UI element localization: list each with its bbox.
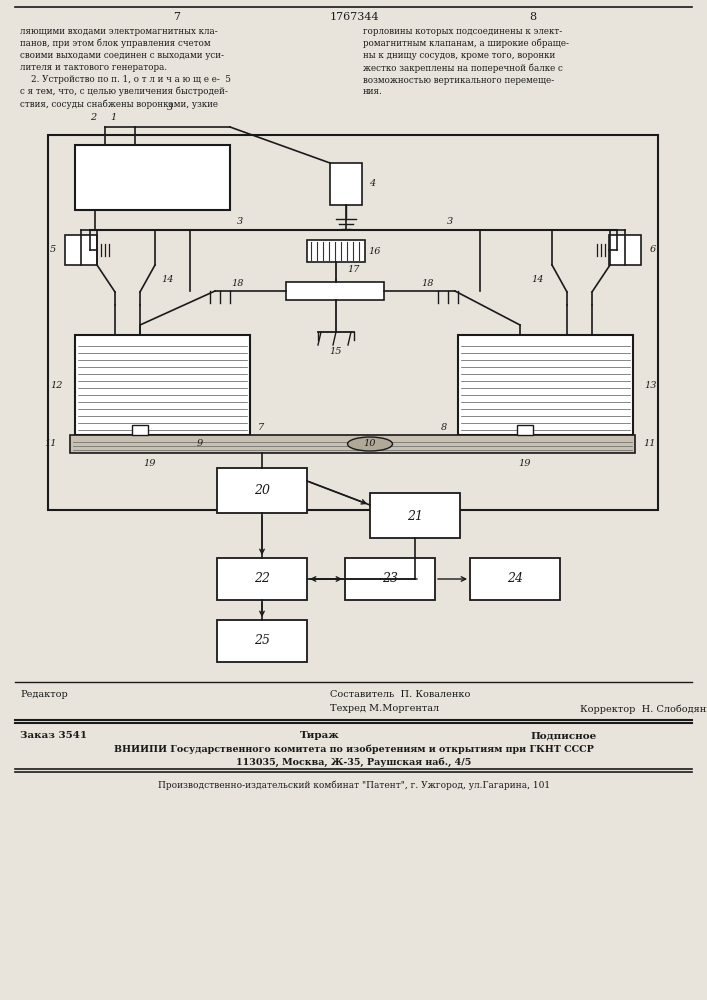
Text: 1: 1 (110, 112, 116, 121)
Text: 19: 19 (144, 458, 156, 468)
Bar (70, 435, 635, 453)
Text: Техред М.Моргентал: Техред М.Моргентал (330, 704, 439, 713)
Text: 113035, Москва, Ж-35, Раушская наб., 4/5: 113035, Москва, Ж-35, Раушская наб., 4/5 (236, 757, 472, 767)
Text: Производственно-издательский комбинат "Патент", г. Ужгород, ул.Гагарина, 101: Производственно-издательский комбинат "П… (158, 780, 550, 790)
Text: 22: 22 (254, 572, 270, 585)
Bar (370, 493, 460, 538)
Bar (458, 335, 633, 435)
Text: 12: 12 (51, 380, 63, 389)
Text: 5: 5 (50, 245, 56, 254)
Bar (286, 282, 384, 300)
Text: 14: 14 (532, 275, 544, 284)
Text: 24: 24 (507, 572, 523, 585)
Text: 11: 11 (45, 440, 57, 448)
Text: 14: 14 (162, 275, 174, 284)
Text: Заказ 3541: Заказ 3541 (20, 731, 87, 740)
Bar (307, 240, 365, 262)
Bar (132, 425, 148, 435)
Bar (75, 145, 230, 210)
Text: 18: 18 (422, 278, 434, 288)
Text: Составитель  П. Коваленко: Составитель П. Коваленко (330, 690, 470, 699)
Text: 6: 6 (650, 245, 656, 254)
Text: 18: 18 (232, 278, 244, 288)
Text: 1767344: 1767344 (329, 12, 379, 22)
Text: 15: 15 (329, 348, 342, 357)
Bar (48, 135, 658, 510)
Text: 17: 17 (348, 265, 361, 274)
Text: 4: 4 (369, 180, 375, 188)
Text: 21: 21 (407, 510, 423, 522)
Text: ляющими входами электромагнитных кла-
панов, при этом блок управления счетом
сво: ляющими входами электромагнитных кла- па… (20, 27, 231, 109)
Bar (75, 335, 250, 435)
Text: Тираж: Тираж (300, 731, 340, 740)
Bar (217, 468, 307, 513)
Text: 13: 13 (645, 380, 658, 389)
Text: 8: 8 (530, 12, 537, 22)
Text: 7: 7 (173, 12, 180, 22)
Text: 3: 3 (237, 218, 243, 227)
Bar (330, 163, 362, 205)
Text: Подписное: Подписное (530, 731, 596, 740)
Bar (217, 620, 307, 662)
Text: 19: 19 (519, 458, 531, 468)
Text: ВНИИПИ Государственного комитета по изобретениям и открытиям при ГКНТ СССР: ВНИИПИ Государственного комитета по изоб… (114, 744, 594, 754)
Text: горловины которых подсоединены к элект-
ромагнитным клапанам, а широкие обраще-
: горловины которых подсоединены к элект- … (363, 27, 569, 96)
Text: 10: 10 (363, 440, 376, 448)
Text: Корректор  Н. Слободяник: Корректор Н. Слободяник (580, 704, 707, 714)
Text: 3: 3 (167, 103, 173, 111)
Bar (345, 558, 435, 600)
Text: 3: 3 (447, 218, 453, 227)
Text: 16: 16 (369, 246, 381, 255)
Text: Редактор: Редактор (20, 690, 68, 699)
Ellipse shape (348, 437, 392, 451)
Text: 8: 8 (441, 422, 447, 432)
Bar (517, 425, 533, 435)
Text: 11: 11 (644, 440, 656, 448)
Text: 23: 23 (382, 572, 398, 585)
Bar (609, 235, 641, 265)
Bar (217, 558, 307, 600)
Text: 7: 7 (258, 422, 264, 432)
Text: 20: 20 (254, 485, 270, 497)
Bar (470, 558, 560, 600)
Text: 2: 2 (90, 112, 96, 121)
Bar (65, 235, 97, 265)
Text: 25: 25 (254, 635, 270, 648)
Text: 9: 9 (197, 440, 203, 448)
